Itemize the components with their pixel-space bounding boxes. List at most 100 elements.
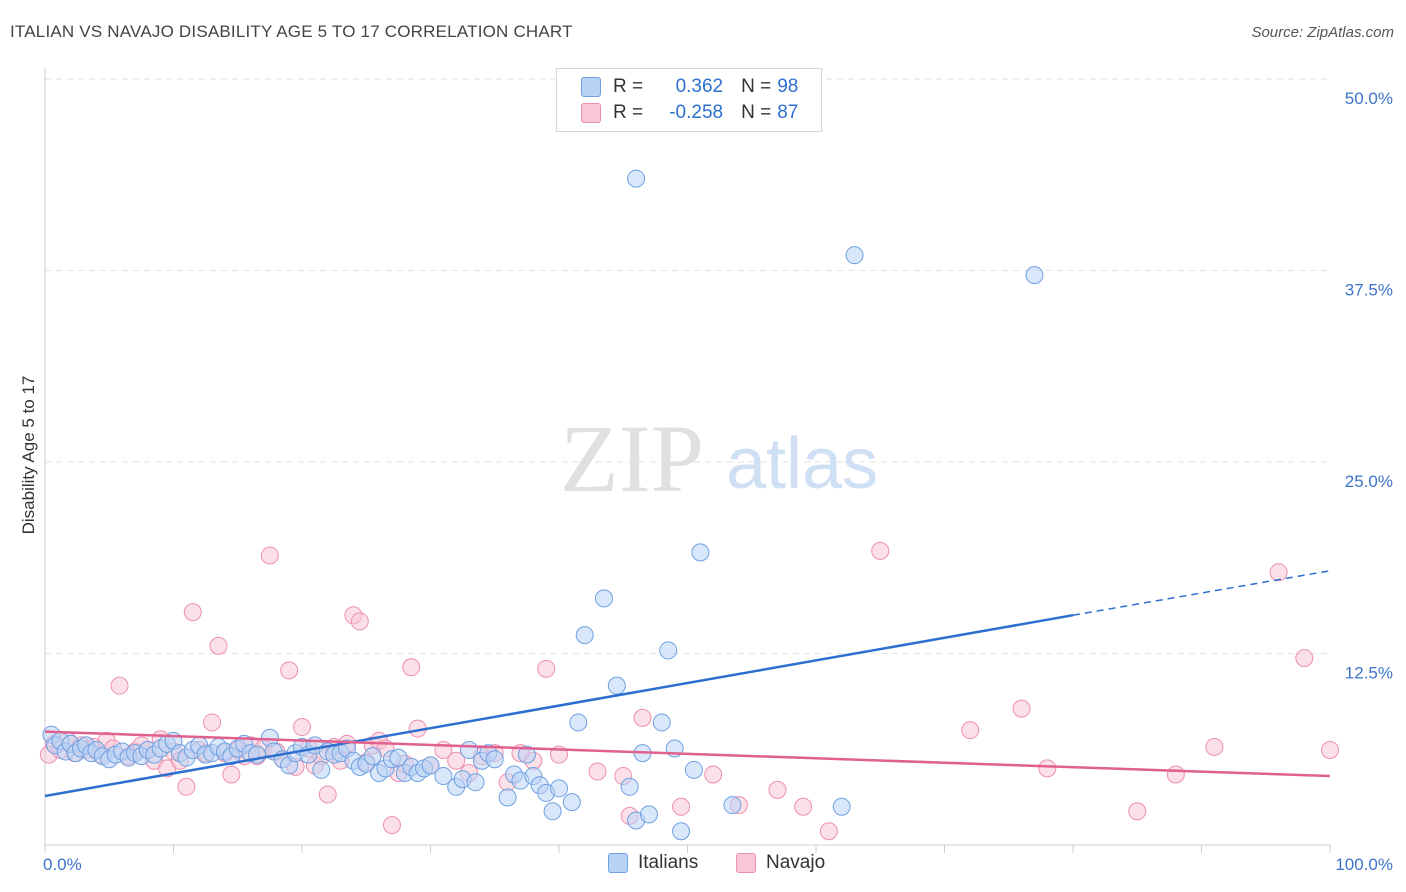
italians-points [42,169,1044,841]
watermark-zip: ZIP [560,405,704,512]
navajo-point [588,762,607,781]
navajo-point [1166,765,1185,784]
italians-point [466,773,485,792]
italians-point [639,805,658,824]
n-value: 87 [777,102,799,123]
navajo-point [447,751,466,770]
watermark-atlas: atlas [726,424,878,504]
italians-point [832,797,851,816]
navajo-label: Navajo [766,852,826,873]
navajo-point [280,661,299,680]
navajo-point [961,721,980,740]
navajo-point [768,780,787,799]
italians-label: Italians [638,852,699,873]
navajo-swatch [581,103,601,123]
italians-point [672,822,691,841]
n-value: 98 [777,76,799,97]
navajo-point [203,713,222,732]
y-tick-label: 12.5% [1345,664,1393,683]
navajo-point [633,708,652,727]
italians-point [312,760,331,779]
navajo-point [537,659,556,678]
navajo-point [704,765,723,784]
y-axis-label: Disability Age 5 to 17 [19,376,38,535]
italians-point [659,641,678,660]
navajo-point [1269,563,1288,582]
italians-point [684,760,703,779]
italians-point [421,756,440,775]
italians-point [594,589,613,608]
x-tick-label: 0.0% [43,855,82,874]
italians-point [652,713,671,732]
legend-row-italians: R = 0.362 N = 98 [581,75,798,99]
navajo-point [318,785,337,804]
italians-point [498,788,517,807]
italians-point [627,169,646,188]
navajo-trend-line [44,730,1331,778]
x-tick-label: 100.0% [1335,855,1393,874]
italians-point [389,748,408,767]
italians-point [550,779,568,798]
r-label: R = [613,76,644,97]
y-tick-label: 37.5% [1345,281,1393,300]
navajo-point [209,636,228,655]
tick-labels: 12.5% 25.0% 37.5% 50.0% 0.0% 100.0% [43,89,1393,874]
italians-point [845,246,864,265]
italians-point [363,747,382,766]
italians-point [1025,266,1044,285]
r-value: -0.258 [669,102,724,123]
r-label: R = [613,102,644,123]
r-value: 0.362 [675,76,724,97]
italians-point [723,796,742,815]
navajo-point [177,777,196,796]
italians-point [562,793,581,812]
n-label: N = [741,76,772,97]
navajo-point [183,603,202,622]
y-tick-label: 50.0% [1345,89,1393,108]
italians-swatch [608,853,628,873]
y-tick-label: 25.0% [1345,472,1393,491]
italians-point [620,777,639,796]
italians-swatch [581,77,601,97]
navajo-point [110,676,129,695]
italians-point [517,745,536,764]
navajo-swatch [736,853,756,873]
legend-item-italians: Italians [608,852,698,874]
navajo-point [1012,699,1031,718]
italians-point [691,543,710,562]
correlation-legend: R = 0.362 N = 98 R = -0.258 N = 87 [556,68,822,132]
italians-trend-line [44,613,1074,798]
italians-point [569,713,588,732]
italians-trend-extension [1072,570,1331,616]
navajo-point [819,822,838,841]
navajo-point [350,612,369,631]
navajo-point [672,797,691,816]
navajo-point [1205,737,1224,756]
chart-source: Source: ZipAtlas.com [1251,24,1394,41]
italians-point [543,802,562,821]
italians-point [434,767,453,786]
navajo-point [794,797,813,816]
legend-row-navajo: R = -0.258 N = 87 [581,101,798,125]
trend-lines [44,570,1331,798]
navajo-point [1321,741,1339,760]
legend-item-navajo: Navajo [736,852,825,874]
navajo-point [1295,649,1314,668]
navajo-point [222,765,241,784]
series-legend: Italians Navajo [0,852,1406,878]
navajo-point [1038,759,1057,778]
navajo-point [402,658,421,677]
navajo-point [1128,802,1147,821]
navajo-point [871,541,890,560]
italians-point [485,750,504,769]
grid-lines [45,78,1330,654]
navajo-points [39,541,1339,841]
navajo-point [293,718,311,737]
navajo-point [260,546,279,565]
navajo-point [382,816,401,835]
n-label: N = [741,102,772,123]
axes [44,68,1331,853]
chart-title: ITALIAN VS NAVAJO DISABILITY AGE 5 TO 17… [10,22,573,41]
italians-point [607,676,626,695]
